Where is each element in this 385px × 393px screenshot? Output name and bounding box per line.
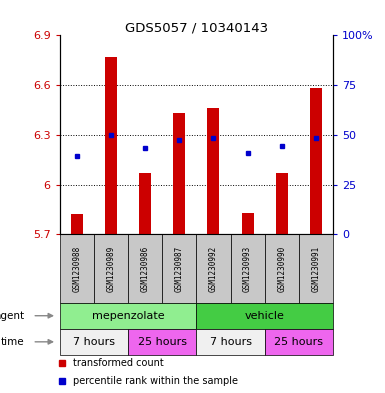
Bar xyxy=(196,303,333,329)
Text: GSM1230986: GSM1230986 xyxy=(141,245,150,292)
Bar xyxy=(196,329,264,355)
Bar xyxy=(71,215,83,234)
Bar xyxy=(60,234,94,303)
Bar xyxy=(162,234,196,303)
Text: agent: agent xyxy=(0,311,24,321)
Bar xyxy=(264,329,333,355)
Text: GSM1230987: GSM1230987 xyxy=(175,245,184,292)
Bar xyxy=(139,173,151,234)
Bar xyxy=(196,234,231,303)
Text: transformed count: transformed count xyxy=(73,358,164,368)
Bar xyxy=(242,213,254,234)
Bar xyxy=(128,234,162,303)
Bar xyxy=(173,113,185,234)
Bar xyxy=(231,234,264,303)
Bar xyxy=(208,108,219,234)
Text: 7 hours: 7 hours xyxy=(209,337,251,347)
Text: GSM1230989: GSM1230989 xyxy=(106,245,115,292)
Bar xyxy=(128,329,196,355)
Text: GSM1230990: GSM1230990 xyxy=(277,245,286,292)
Bar xyxy=(276,173,288,234)
Bar xyxy=(60,303,196,329)
Text: mepenzolate: mepenzolate xyxy=(92,311,164,321)
Text: 7 hours: 7 hours xyxy=(73,337,115,347)
Bar xyxy=(94,234,128,303)
Text: time: time xyxy=(0,337,24,347)
Text: GSM1230988: GSM1230988 xyxy=(72,245,81,292)
Bar xyxy=(105,57,117,234)
Text: 25 hours: 25 hours xyxy=(275,337,323,347)
Bar xyxy=(264,234,299,303)
Text: 25 hours: 25 hours xyxy=(138,337,187,347)
Bar xyxy=(310,88,322,234)
Text: GSM1230991: GSM1230991 xyxy=(311,245,320,292)
Text: vehicle: vehicle xyxy=(245,311,285,321)
Title: GDS5057 / 10340143: GDS5057 / 10340143 xyxy=(125,21,268,34)
Text: percentile rank within the sample: percentile rank within the sample xyxy=(73,376,238,386)
Bar xyxy=(299,234,333,303)
Bar xyxy=(60,329,128,355)
Text: GSM1230993: GSM1230993 xyxy=(243,245,252,292)
Text: GSM1230992: GSM1230992 xyxy=(209,245,218,292)
